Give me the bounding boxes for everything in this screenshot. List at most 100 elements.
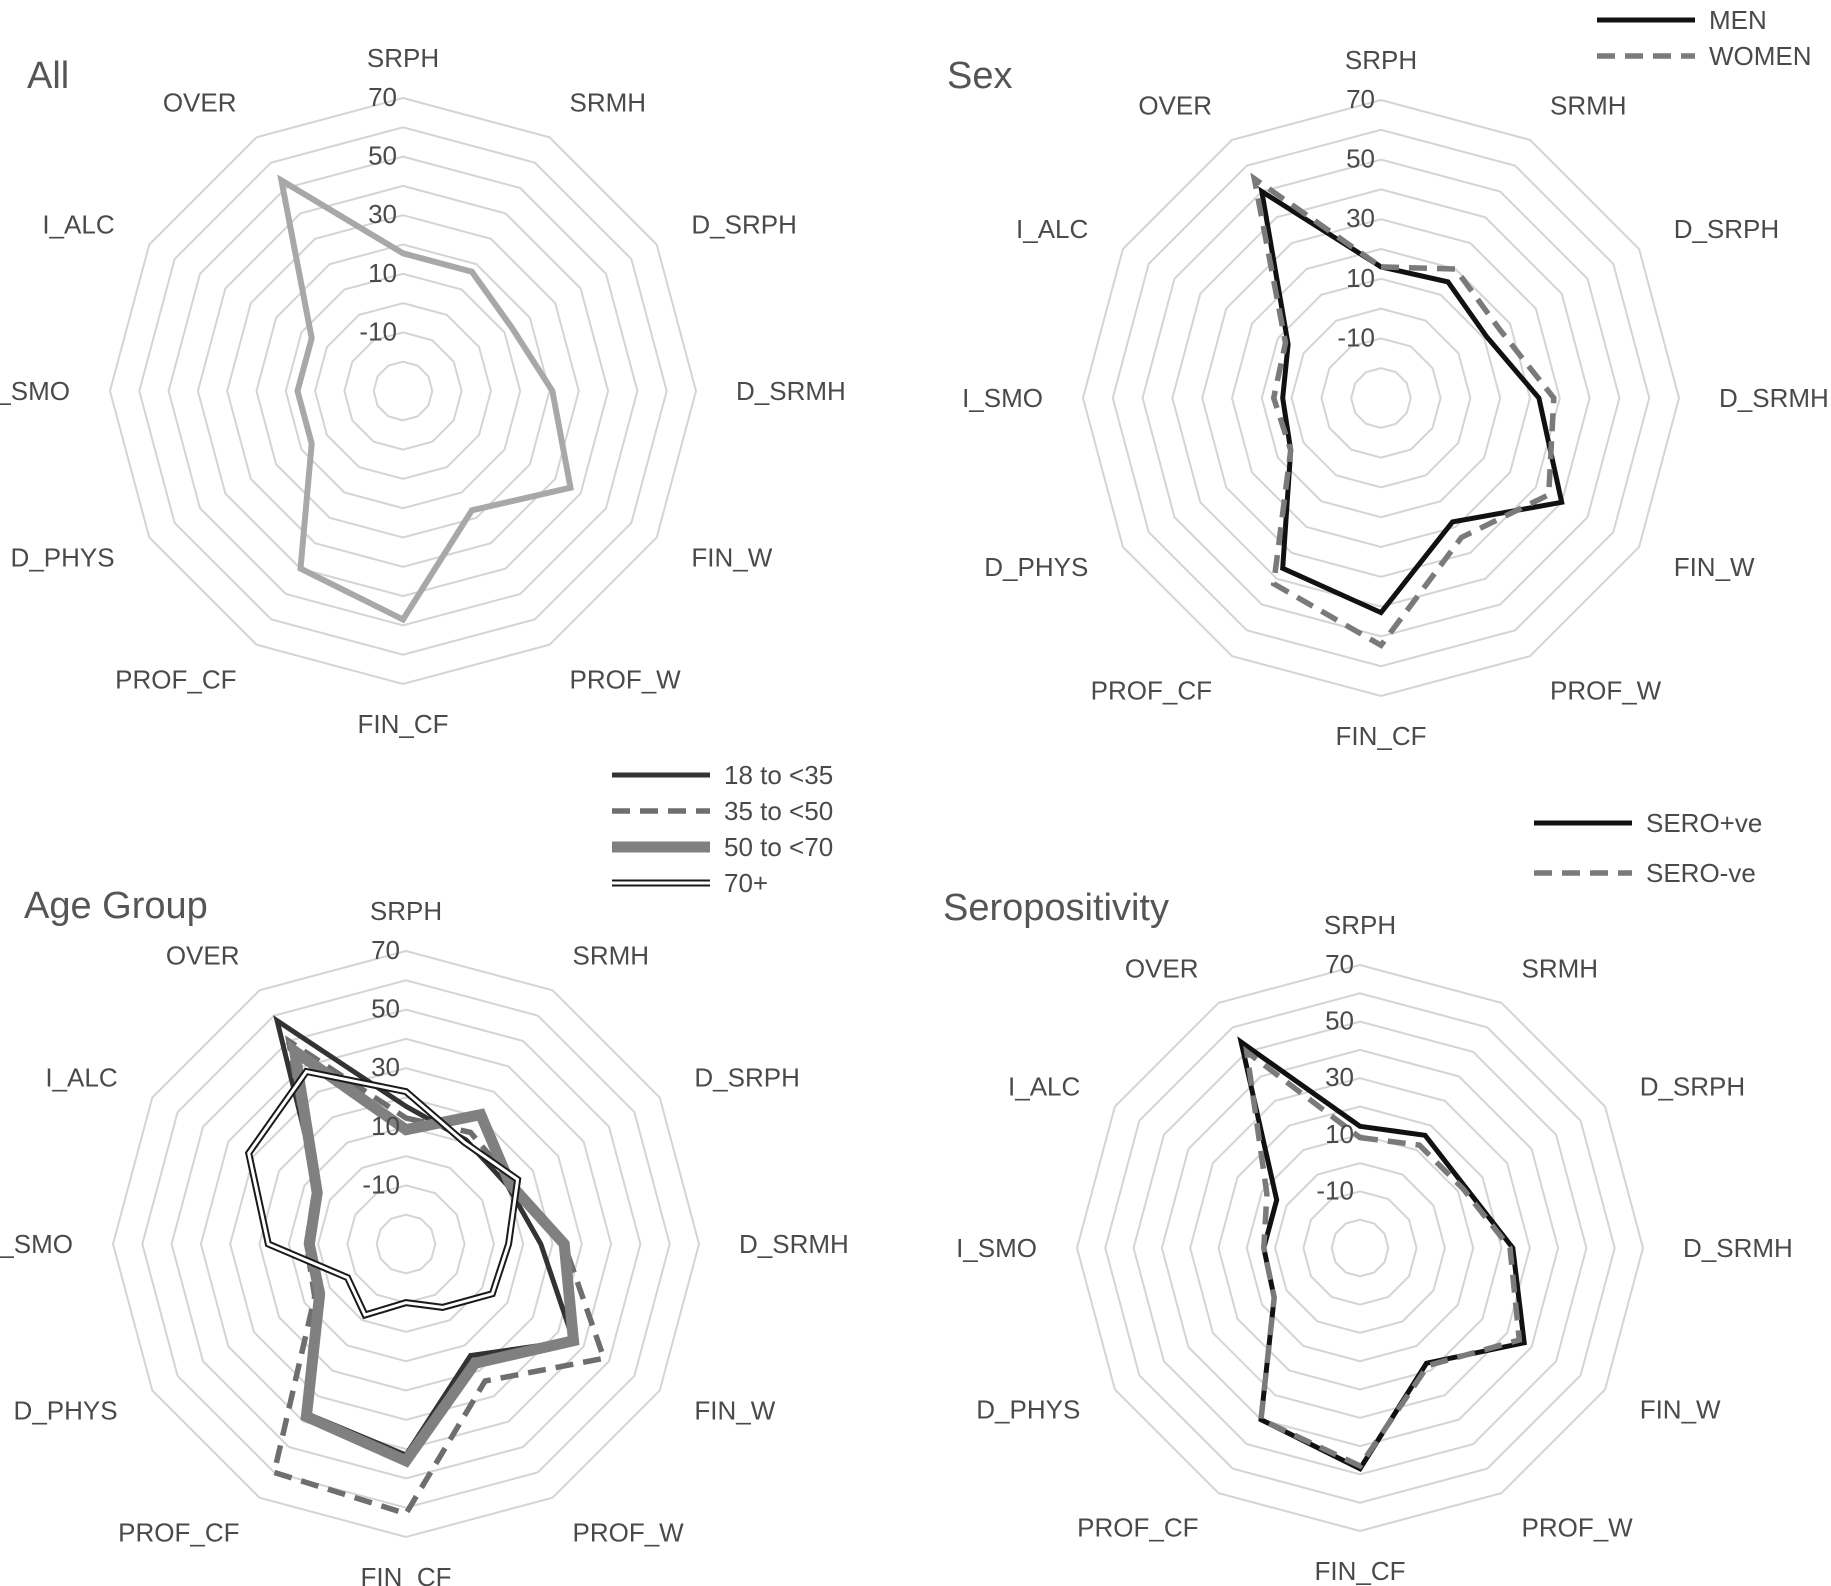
tick-label: 50 <box>371 994 400 1024</box>
grid-ring <box>284 272 522 510</box>
panel-age-group: 70 50 30 10 -10 SRPH SRMH D_SRPH D_SRMH FIN_W PROF… <box>0 760 849 1586</box>
series-line-women <box>1250 172 1557 649</box>
grid-ring <box>314 302 492 480</box>
axis-label-i-alc: I_ALC <box>1016 214 1088 244</box>
tick-label: 70 <box>371 935 400 965</box>
axis-label-d-phys: D_PHYS <box>11 543 115 573</box>
radar-grid <box>1081 98 1681 698</box>
grid-ring <box>229 1067 583 1421</box>
axis-label-fin-cf: FIN_CF <box>361 1562 452 1586</box>
panel-title: Age Group <box>24 885 208 927</box>
grid-ring <box>199 1037 613 1451</box>
tick-label: -10 <box>1316 1175 1354 1205</box>
tick-label: 50 <box>1325 1006 1354 1036</box>
tick-label: 30 <box>1325 1062 1354 1092</box>
grid-ring <box>346 1184 466 1304</box>
tick-label: 10 <box>1325 1119 1354 1149</box>
tick-label: 70 <box>1346 84 1375 114</box>
legend-label-50-to-70: 50 to <70 <box>724 832 833 862</box>
axis-label-over: OVER <box>166 941 240 971</box>
axis-label-over: OVER <box>1138 90 1212 120</box>
grid-ring <box>1350 367 1412 429</box>
grid-ring <box>1075 963 1645 1533</box>
radar-tick-labels: 70 50 30 10 -10 <box>359 82 397 346</box>
grid-ring <box>1230 247 1532 549</box>
axis-label-prof-cf: PROF_CF <box>115 664 236 694</box>
radar-tick-labels: 70 50 30 10 -10 <box>1337 84 1375 352</box>
tick-label: -10 <box>362 1169 400 1199</box>
tick-label: 30 <box>368 199 397 229</box>
radar-axis-labels: SRPH SRMH D_SRPH D_SRMH FIN_W PROF_W FIN_CF PRO… <box>956 910 1793 1586</box>
grid-ring <box>258 1096 554 1392</box>
legend-label-women: WOMEN <box>1709 41 1812 71</box>
grid-ring <box>1274 1162 1446 1334</box>
tick-label: 30 <box>371 1052 400 1082</box>
radar-grid <box>1075 963 1645 1533</box>
series-line-0 <box>277 174 574 624</box>
panel-all: 70 50 30 10 -10 SRPH SRMH D_SRPH D_SRMH FIN_W PROF… <box>0 43 846 739</box>
grid-ring <box>1132 1020 1588 1476</box>
axis-label-d-srmh: D_SRMH <box>1683 1233 1793 1263</box>
grid-ring <box>170 1008 642 1480</box>
axis-label-srmh: SRMH <box>1550 90 1627 120</box>
axis-label-i-smo: I_SMO <box>0 1229 73 1259</box>
axis-label-srph: SRPH <box>1345 45 1417 75</box>
axis-label-i-smo: I_SMO <box>0 376 70 406</box>
panel-title: All <box>27 55 69 97</box>
tick-label: -10 <box>1337 322 1375 352</box>
radar-series <box>1250 172 1565 649</box>
axis-label-d-phys: D_PHYS <box>14 1396 118 1426</box>
grid-ring <box>196 184 610 598</box>
radar-series <box>244 1015 608 1517</box>
grid-ring <box>1111 128 1651 668</box>
grid-ring <box>1245 1133 1475 1363</box>
grid-ring <box>255 243 551 539</box>
legend-label-70: 70+ <box>724 868 768 898</box>
grid-ring <box>372 360 434 422</box>
grid-ring <box>167 155 639 627</box>
radar-axis-labels: SRPH SRMH D_SRPH D_SRMH FIN_W PROF_W FIN_CF PRO… <box>0 896 849 1586</box>
axis-label-srph: SRPH <box>1324 910 1396 940</box>
axis-label-i-alc: I_ALC <box>1008 1072 1080 1102</box>
grid-ring <box>1171 188 1591 608</box>
tick-label: 10 <box>1346 263 1375 293</box>
axis-label-d-phys: D_PHYS <box>976 1395 1080 1425</box>
legend-label-35-to-50: 35 to <50 <box>724 796 833 826</box>
axis-label-d-srph: D_SRPH <box>691 210 796 240</box>
radar-series <box>1237 1036 1527 1472</box>
axis-label-fin-w: FIN_W <box>694 1396 775 1426</box>
legend-label-men: MEN <box>1709 5 1767 35</box>
radar-series <box>277 174 574 624</box>
radar-axis-labels: SRPH SRMH D_SRPH D_SRMH FIN_W PROF_W FIN_CF PRO… <box>962 45 1829 751</box>
tick-label: 50 <box>1346 144 1375 174</box>
grid-ring <box>1290 307 1472 489</box>
grid-ring <box>111 949 701 1539</box>
axis-label-i-alc: I_ALC <box>42 210 114 240</box>
legend: MEN WOMEN <box>1597 5 1812 71</box>
tick-label: 10 <box>371 1111 400 1141</box>
grid-ring <box>1081 98 1681 698</box>
axis-label-prof-w: PROF_W <box>573 1517 685 1547</box>
panel-sex: 70 50 30 10 -10 SRPH SRMH D_SRPH D_SRMH FIN_W PROF… <box>947 5 1829 751</box>
axis-label-srmh: SRMH <box>573 941 650 971</box>
panel-seropositivity: 70 50 30 10 -10 SRPH SRMH D_SRPH D_SRMH FIN_W PROF… <box>943 808 1793 1586</box>
series-line-sero-ve <box>1243 1045 1523 1470</box>
series-line-50-to-70 <box>287 1039 580 1468</box>
grid-ring <box>226 214 580 568</box>
grid-ring <box>317 1155 495 1333</box>
axis-label-d-srph: D_SRPH <box>1674 214 1779 244</box>
axis-label-over: OVER <box>1125 953 1199 983</box>
grid-ring <box>1320 337 1442 459</box>
legend-label-18-to-35: 18 to <35 <box>724 760 833 790</box>
grid-ring <box>1330 1218 1390 1278</box>
grid-ring <box>108 96 698 686</box>
axis-label-prof-w: PROF_W <box>570 664 682 694</box>
radar-tick-labels: 70 50 30 10 -10 <box>362 935 400 1199</box>
axis-label-prof-w: PROF_W <box>1550 676 1662 706</box>
series-line-men <box>1258 186 1565 616</box>
radar-axis-labels: SRPH SRMH D_SRPH D_SRMH FIN_W PROF_W FIN_CF PRO… <box>0 43 846 739</box>
axis-label-d-srmh: D_SRMH <box>1719 383 1829 413</box>
radar-grid <box>111 949 701 1539</box>
radar-tick-labels: 70 50 30 10 -10 <box>1316 949 1354 1205</box>
grid-ring <box>1201 218 1561 578</box>
